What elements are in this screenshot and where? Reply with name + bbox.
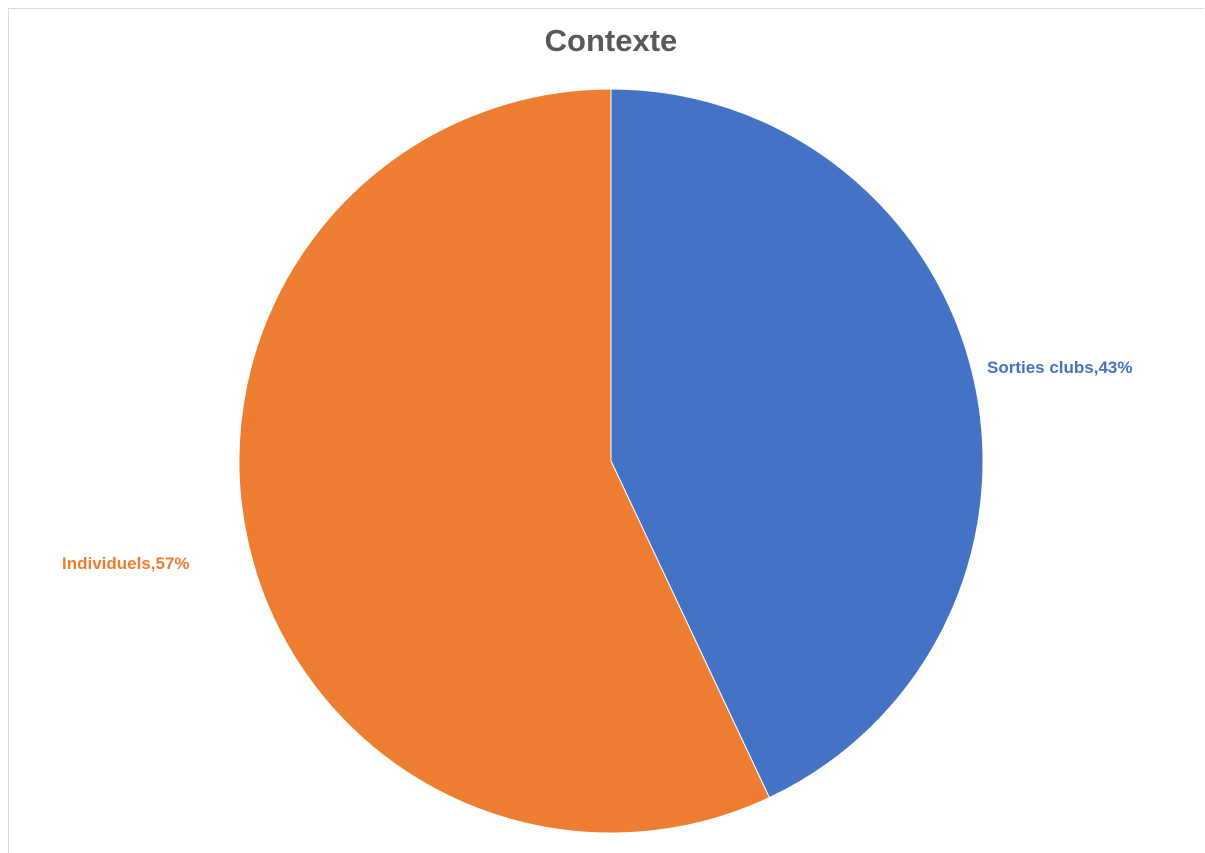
- chart-title: Contexte: [545, 23, 678, 58]
- slice-individuels: [238, 88, 771, 834]
- slice-sorties-clubs: [610, 88, 984, 799]
- data-label-individuels: Individuels,57%: [62, 554, 190, 573]
- pie-slices: [238, 88, 984, 834]
- data-label-sorties-clubs: Sorties clubs,43%: [987, 358, 1133, 377]
